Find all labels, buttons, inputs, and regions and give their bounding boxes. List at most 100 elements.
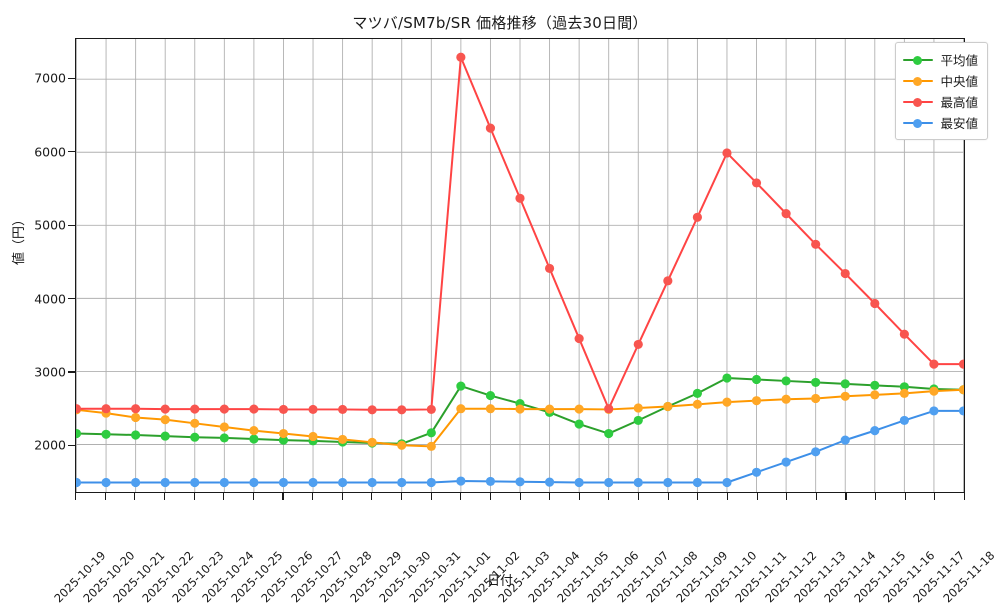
data-point-marker	[485, 390, 496, 401]
data-point-marker	[958, 359, 964, 369]
data-point-marker	[751, 467, 762, 477]
legend-item-2[interactable]: 中央値	[903, 70, 978, 91]
data-point-marker	[544, 263, 555, 274]
data-point-marker	[899, 382, 909, 392]
data-point-marker	[338, 477, 348, 488]
data-point-marker	[604, 404, 614, 414]
data-point-marker	[899, 329, 909, 339]
data-point-marker	[367, 405, 377, 415]
data-point-marker	[870, 298, 880, 309]
x-axis-tick-mark	[252, 493, 254, 500]
x-axis-tick-mark	[697, 493, 699, 500]
x-axis-tick-mark	[519, 493, 521, 500]
x-axis-tick-mark	[845, 493, 847, 500]
x-axis-tick-mark	[430, 493, 432, 500]
data-point-marker	[840, 379, 850, 389]
data-point-marker	[219, 404, 229, 414]
data-point-marker	[722, 397, 732, 407]
data-point-marker	[338, 434, 348, 444]
legend-item-4[interactable]: 最安値	[903, 112, 978, 133]
data-point-marker	[190, 432, 200, 442]
data-point-marker	[692, 399, 702, 409]
y-axis-tick-mark	[68, 77, 75, 79]
x-axis-tick-mark	[460, 493, 462, 500]
data-point-marker	[426, 428, 436, 438]
data-point-marker	[633, 403, 643, 413]
data-point-marker	[76, 428, 82, 439]
legend-item-1[interactable]: 平均値	[903, 49, 978, 70]
x-axis-tick-mark	[638, 493, 640, 500]
data-point-marker	[722, 477, 732, 488]
data-point-marker	[692, 212, 702, 222]
data-point-marker	[338, 404, 348, 415]
data-point-marker	[781, 376, 791, 386]
data-point-marker	[544, 404, 555, 414]
legend-marker-icon	[903, 116, 934, 130]
data-point-marker	[604, 428, 614, 439]
series-line	[76, 56, 964, 411]
data-point-marker	[426, 404, 436, 415]
x-axis-tick-mark	[312, 493, 314, 500]
data-point-marker	[633, 415, 643, 425]
data-point-marker	[899, 415, 909, 425]
data-point-marker	[751, 374, 762, 385]
data-point-marker	[131, 404, 141, 414]
data-point-marker	[485, 404, 496, 414]
y-axis-tick-label: 4000	[34, 291, 66, 307]
data-point-marker	[692, 477, 702, 488]
data-point-marker	[574, 419, 584, 429]
data-point-marker	[160, 477, 170, 488]
data-point-marker	[190, 404, 200, 414]
y-axis-tick-label: 5000	[34, 217, 66, 233]
data-point-marker	[840, 268, 850, 279]
data-point-marker	[781, 457, 791, 467]
data-point-marker	[485, 123, 496, 133]
series-4	[76, 406, 964, 488]
x-axis-tick-mark	[964, 493, 966, 500]
data-point-marker	[515, 193, 525, 203]
x-axis-tick-mark	[341, 493, 343, 500]
data-point-marker	[101, 477, 111, 488]
data-point-marker	[397, 440, 407, 450]
data-point-marker	[160, 431, 170, 441]
plot-area	[75, 38, 965, 493]
y-axis-tick-labels: 2000 3000 4000 5000 6000 7000	[0, 38, 66, 493]
y-axis-tick-label: 3000	[34, 364, 66, 380]
legend-item-3[interactable]: 最高値	[903, 91, 978, 112]
data-point-marker	[781, 394, 791, 404]
data-point-marker	[308, 404, 318, 415]
data-point-marker	[811, 377, 821, 387]
data-point-marker	[870, 390, 880, 400]
x-axis-tick-marks	[75, 493, 966, 500]
data-point-marker	[249, 477, 259, 488]
x-axis-tick-mark	[875, 493, 877, 500]
data-point-marker	[633, 477, 643, 488]
data-point-marker	[811, 239, 821, 249]
data-point-marker	[426, 477, 436, 488]
x-axis-tick-mark	[223, 493, 225, 500]
data-point-marker	[929, 406, 939, 416]
legend-marker-icon	[903, 53, 934, 67]
data-point-marker	[219, 477, 229, 488]
x-axis-tick-mark	[549, 493, 551, 500]
x-axis-tick-mark	[371, 493, 373, 500]
data-point-marker	[278, 428, 289, 439]
data-point-marker	[692, 388, 702, 398]
data-point-marker	[249, 426, 259, 436]
legend-label: 中央値	[940, 74, 978, 89]
data-point-marker	[811, 393, 821, 404]
data-point-marker	[544, 477, 555, 487]
data-point-marker	[722, 148, 732, 158]
x-axis-tick-mark	[163, 493, 165, 500]
series-2	[76, 385, 964, 451]
x-axis-tick-mark	[934, 493, 936, 500]
y-axis-tick-mark	[68, 444, 75, 446]
data-point-marker	[308, 477, 318, 488]
data-point-marker	[515, 477, 525, 487]
x-axis-tick-mark	[726, 493, 729, 500]
x-axis-tick-mark	[815, 493, 817, 500]
x-axis-tick-mark	[134, 493, 136, 500]
data-point-marker	[456, 381, 466, 391]
y-axis-tick-mark	[68, 224, 75, 226]
data-point-marker	[574, 333, 584, 344]
